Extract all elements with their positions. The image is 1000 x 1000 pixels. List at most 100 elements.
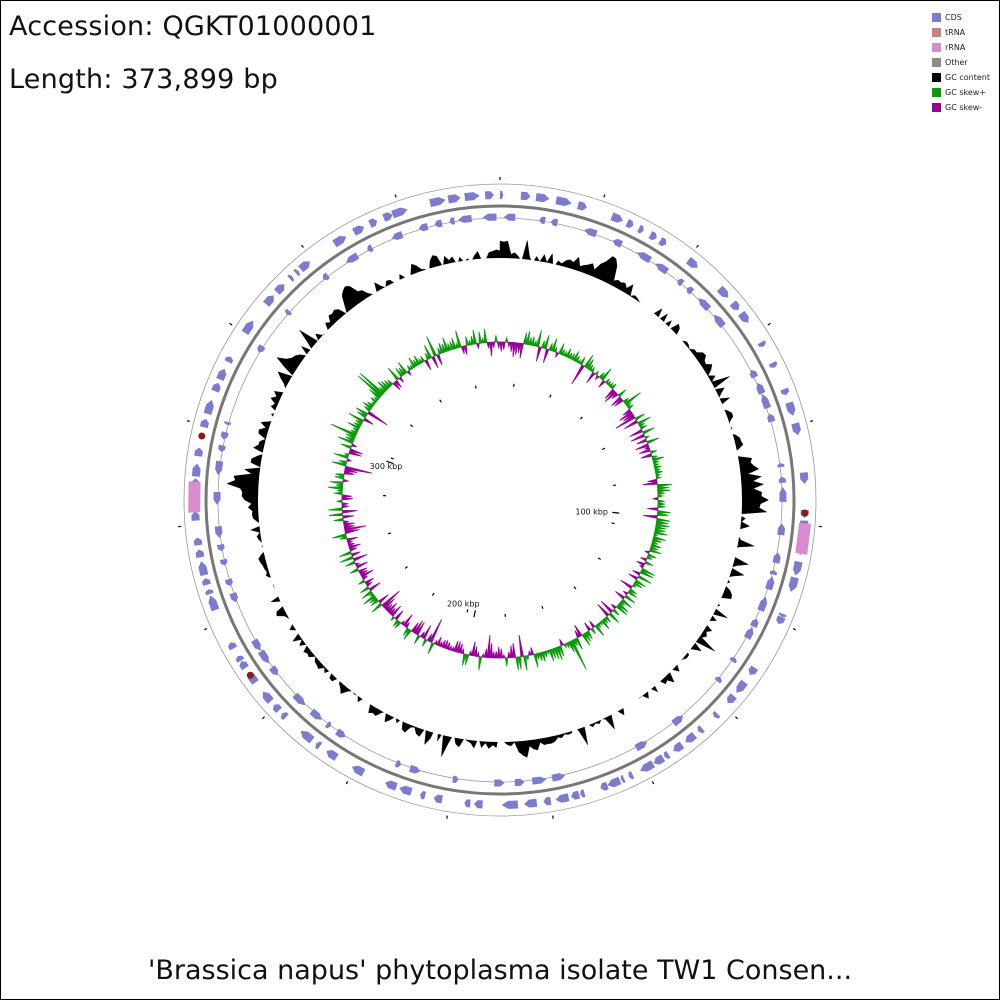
cds-reverse xyxy=(551,773,566,782)
cds-forward xyxy=(736,679,748,693)
cds-forward xyxy=(202,578,211,586)
gc-skew-negative xyxy=(489,341,493,357)
cds-forward xyxy=(368,218,378,228)
gc-skew-positive xyxy=(585,359,594,370)
gc-skew-positive xyxy=(357,411,367,419)
gc-skew-negative xyxy=(652,496,659,501)
inner-tick xyxy=(431,592,435,596)
gc-skew-positive xyxy=(615,604,628,616)
cds-reverse xyxy=(367,244,374,253)
cds-reverse xyxy=(482,213,497,221)
gc-skew-negative xyxy=(453,640,459,653)
cds-reverse xyxy=(391,231,404,241)
gc-skew-positive xyxy=(657,502,666,506)
gc-skew-positive xyxy=(504,335,509,343)
cds-reverse xyxy=(777,463,785,468)
gc-skew-negative xyxy=(499,648,504,659)
gc-skew-positive xyxy=(617,389,627,398)
cds-forward xyxy=(224,356,234,364)
gc-skew-negative xyxy=(440,639,446,649)
cds-forward xyxy=(648,231,657,241)
cds-reverse xyxy=(671,715,684,727)
gc-skew-positive xyxy=(370,598,380,606)
legend-swatch-other xyxy=(932,58,941,67)
gc-skew-negative xyxy=(632,570,641,576)
cds-reverse xyxy=(494,779,505,787)
gc-skew-negative xyxy=(642,481,658,485)
gc-skew-positive xyxy=(455,342,460,349)
inner-tick xyxy=(390,457,394,460)
gc-skew-negative xyxy=(343,522,355,527)
gc-skew-positive xyxy=(455,330,462,348)
cds-forward xyxy=(205,589,214,596)
cds-forward xyxy=(273,284,285,295)
gc-skew-negative xyxy=(635,443,650,451)
gc-skew-positive xyxy=(333,491,343,496)
legend-swatch-gc-skew-plus xyxy=(932,88,941,97)
gc-skew-negative xyxy=(611,396,623,406)
cds-forward xyxy=(778,612,787,618)
gc-skew-negative xyxy=(426,633,433,642)
gc-skew-negative xyxy=(419,631,425,639)
gc-skew-positive xyxy=(336,499,343,504)
gc-skew-positive xyxy=(652,460,659,465)
cds-forward xyxy=(193,537,203,546)
gc-skew-negative xyxy=(354,562,360,567)
gc-skew-positive xyxy=(624,594,635,604)
gc-skew-positive xyxy=(612,608,620,616)
gc-skew-positive xyxy=(651,455,658,460)
sequence-title: 'Brassica napus' phytoplasma isolate TW1… xyxy=(147,955,853,986)
cds-reverse xyxy=(698,298,712,312)
gc-skew-positive xyxy=(462,653,467,666)
gc-skew-positive xyxy=(560,349,566,356)
gc-skew-positive xyxy=(387,367,400,381)
gc-skew-positive xyxy=(347,422,361,431)
gc-skew-positive xyxy=(567,640,575,653)
cds-reverse xyxy=(449,217,456,225)
gc-skew-positive xyxy=(640,567,655,577)
gc-skew-positive xyxy=(528,337,532,346)
cds-forward xyxy=(748,665,759,675)
gc-skew-negative xyxy=(489,643,493,659)
gc-skew-negative xyxy=(343,525,355,530)
gc-skew-positive xyxy=(562,643,567,649)
gc-skew-negative xyxy=(629,428,644,437)
cds-forward xyxy=(792,560,803,576)
cds-reverse xyxy=(229,592,239,603)
gc-skew-positive xyxy=(545,649,550,655)
cds-forward xyxy=(429,197,446,208)
rrna-feature xyxy=(795,522,812,555)
outer-tick xyxy=(301,244,304,248)
gc-skew-positive xyxy=(550,338,558,352)
gc-skew-negative xyxy=(615,415,636,429)
gc-skew-positive xyxy=(335,473,345,478)
gc-skew-negative xyxy=(640,557,648,562)
gc-skew-positive xyxy=(655,520,669,525)
gc-skew-positive xyxy=(355,407,369,417)
cds-forward xyxy=(208,595,220,612)
gc-skew-positive xyxy=(631,583,637,588)
cds-forward xyxy=(580,789,586,798)
gc-skew-positive xyxy=(550,648,557,659)
gc-skew-negative xyxy=(614,398,624,407)
gc-skew-negative xyxy=(377,594,389,604)
cds-forward xyxy=(543,796,552,806)
gc-skew-positive xyxy=(651,540,659,545)
rna-feature-track xyxy=(188,432,812,679)
cds-reverse xyxy=(224,421,232,426)
gc-skew-positive xyxy=(478,331,483,344)
gc-skew-positive xyxy=(360,585,370,594)
gc-skew-positive xyxy=(525,654,530,661)
gc-skew-negative xyxy=(368,582,381,592)
gc-skew-positive xyxy=(653,530,668,536)
gc-skew-negative xyxy=(638,565,645,569)
cds-forward xyxy=(315,741,323,750)
cds-forward xyxy=(263,295,274,307)
cds-reverse xyxy=(213,491,221,505)
trna-feature xyxy=(801,509,809,517)
legend-item-gc-skew-minus: GC skew- xyxy=(932,100,990,115)
gc-skew-positive xyxy=(634,579,646,588)
gc-skew-positive xyxy=(329,481,344,485)
cds-reverse xyxy=(214,525,223,539)
cds-reverse xyxy=(655,263,670,275)
